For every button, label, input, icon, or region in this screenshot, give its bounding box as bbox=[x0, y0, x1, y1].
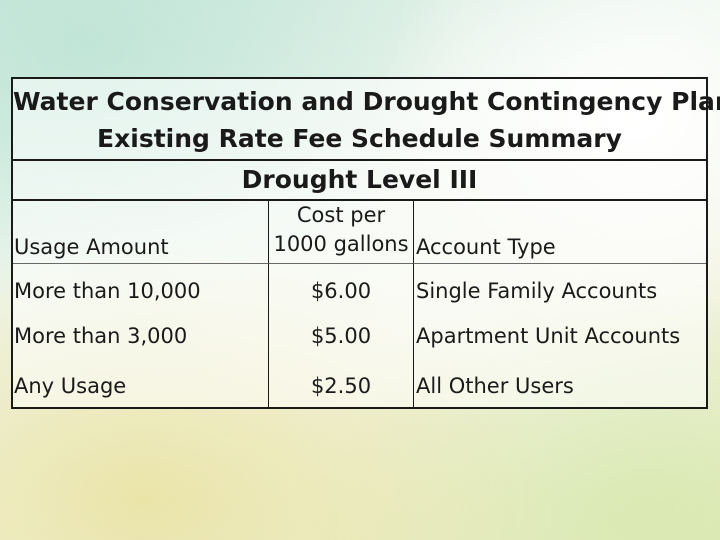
title-line-1: Water Conservation and Drought Contingen… bbox=[13, 87, 720, 116]
header-cost-line-2: 1000 gallons bbox=[273, 232, 409, 256]
row-1-cost: $6.00 bbox=[268, 264, 413, 313]
header-account: Account Type bbox=[413, 201, 706, 264]
table-grid: Usage Amount Cost per 1000 gallons Accou… bbox=[13, 201, 706, 407]
row-3-cost: $2.50 bbox=[268, 358, 413, 407]
row-2-account: Apartment Unit Accounts bbox=[413, 313, 706, 358]
header-usage: Usage Amount bbox=[13, 201, 268, 264]
title-line-2: Existing Rate Fee Schedule Summary bbox=[97, 124, 622, 153]
header-cost: Cost per 1000 gallons bbox=[268, 201, 413, 264]
title-line-3: Drought Level III bbox=[241, 165, 478, 194]
rate-table: Water Conservation and Drought Contingen… bbox=[11, 77, 720, 409]
row-2-usage: More than 3,000 bbox=[14, 323, 188, 348]
row-3-account: All Other Users bbox=[413, 358, 706, 407]
row-1-account: Single Family Accounts bbox=[413, 264, 706, 313]
row-1-usage: More than 10,000 bbox=[14, 278, 201, 303]
subtitle-block: Drought Level III bbox=[13, 159, 706, 199]
header-cost-line-1: Cost per bbox=[296, 203, 386, 227]
row-2-cost: $5.00 bbox=[268, 313, 413, 358]
table-title-block: Water Conservation and Drought Contingen… bbox=[13, 79, 720, 201]
row-3-usage: Any Usage bbox=[14, 373, 127, 398]
